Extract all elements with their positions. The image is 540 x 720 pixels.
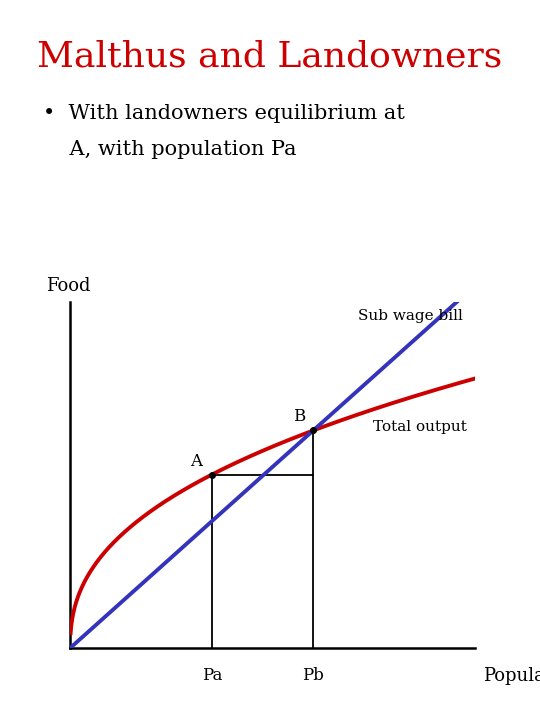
Text: A: A [190, 454, 202, 470]
Text: Pa: Pa [202, 667, 222, 684]
Text: B: B [293, 408, 305, 426]
Text: Sub wage bill: Sub wage bill [358, 309, 463, 323]
Text: Total output: Total output [373, 420, 467, 434]
Text: Food: Food [46, 277, 90, 295]
Text: Population: Population [483, 667, 540, 685]
Text: Malthus and Landowners: Malthus and Landowners [37, 40, 503, 73]
Text: Pb: Pb [302, 667, 324, 684]
Text: •  With landowners equilibrium at: • With landowners equilibrium at [43, 104, 405, 123]
Text: A, with population Pa: A, with population Pa [43, 140, 296, 159]
